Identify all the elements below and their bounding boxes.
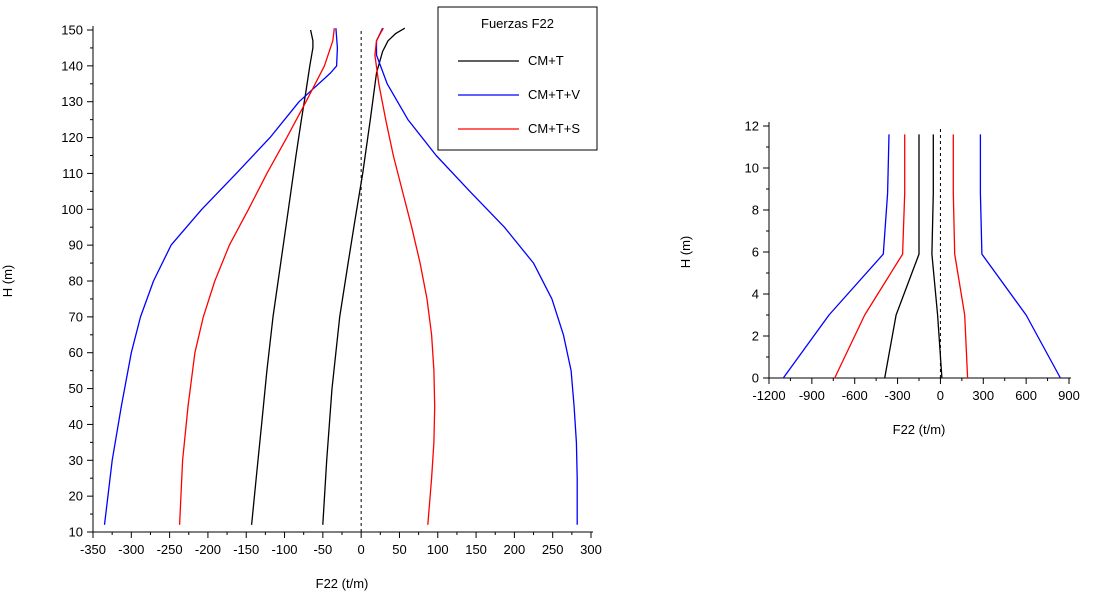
y-axis-title: H (m) — [678, 236, 693, 269]
x-tick-label: 300 — [580, 542, 602, 557]
y-tick-label: 4 — [752, 287, 759, 302]
y-tick-label: 120 — [61, 130, 83, 145]
x-tick-label: 200 — [504, 542, 526, 557]
series-line-cm-t — [322, 27, 406, 525]
series-line-cm-t — [250, 29, 314, 525]
x-tick-label: -200 — [195, 542, 221, 557]
y-tick-label: 130 — [61, 94, 83, 109]
y-tick-label: 12 — [745, 119, 759, 134]
x-axis-title: F22 (t/m) — [893, 422, 946, 437]
x-tick-label: 300 — [972, 388, 994, 403]
y-tick-label: 60 — [69, 345, 83, 360]
x-tick-label: 600 — [1015, 388, 1037, 403]
x-axis-title: F22 (t/m) — [316, 576, 369, 591]
series-line — [782, 134, 890, 379]
x-tick-label: 0 — [937, 388, 944, 403]
x-tick-label: -300 — [885, 388, 911, 403]
legend-label-cm-t-v: CM+T+V — [528, 87, 580, 102]
y-tick-label: 90 — [69, 238, 83, 253]
legend-label-cm-t: CM+T — [528, 53, 564, 68]
x-tick-label: -900 — [799, 388, 825, 403]
x-tick-label: -1200 — [752, 388, 785, 403]
x-tick-label: -50 — [313, 542, 332, 557]
y-tick-label: 10 — [69, 525, 83, 540]
legend: Fuerzas F22 CM+T CM+T+V CM+T+S — [437, 6, 598, 151]
legend-label-cm-t-s: CM+T+S — [528, 121, 580, 136]
series-line — [931, 134, 943, 379]
x-tick-label: 100 — [427, 542, 449, 557]
y-tick-label: 2 — [752, 329, 759, 344]
y-tick-label: 6 — [752, 245, 759, 260]
series-line-cm-t-v — [375, 27, 578, 525]
y-tick-label: 0 — [752, 371, 759, 386]
x-tick-label: -600 — [842, 388, 868, 403]
x-tick-label: -100 — [272, 542, 298, 557]
y-tick-label: 110 — [62, 166, 83, 181]
x-tick-label: -250 — [157, 542, 183, 557]
y-tick-label: 30 — [69, 453, 83, 468]
chart-forces-vs-height-main: 10 20 30 40 50 60 70 80 90 100 110 120 130 140 150 -350… — [0, 23, 602, 592]
series-line — [884, 134, 920, 379]
chart-forces-vs-height-inset: 0 2 4 6 8 10 12 -1200 -900 -600 -300 0 300 600 900 F22 … — [678, 119, 1080, 438]
x-tick-label: 50 — [392, 542, 406, 557]
series-line-cm-t-s — [178, 28, 335, 525]
series-line — [952, 134, 969, 379]
y-tick-label: 10 — [745, 161, 759, 176]
x-tick-label: -350 — [80, 542, 106, 557]
y-tick-label: 40 — [69, 417, 83, 432]
x-tick-label: 250 — [542, 542, 564, 557]
y-tick-label: 80 — [69, 274, 83, 289]
y-axis-title: H (m) — [0, 265, 15, 298]
legend-title: Fuerzas F22 — [481, 16, 554, 31]
y-tick-label: 140 — [61, 58, 83, 73]
legend-box — [437, 6, 598, 151]
y-tick-label: 70 — [69, 309, 83, 324]
x-tick-label: 900 — [1058, 388, 1080, 403]
series-line-cm-t-s — [374, 27, 436, 525]
y-tick-label: 8 — [752, 203, 759, 218]
y-tick-label: 100 — [61, 202, 83, 217]
series-line — [834, 134, 906, 379]
y-tick-label: 20 — [69, 489, 83, 504]
series-line — [979, 134, 1061, 379]
y-tick-label: 50 — [69, 381, 83, 396]
x-tick-label: -150 — [233, 542, 259, 557]
x-tick-label: -300 — [118, 542, 144, 557]
series-line-cm-t-v — [103, 28, 339, 525]
y-tick-label: 150 — [61, 23, 83, 38]
x-tick-label: 0 — [358, 542, 365, 557]
x-tick-label: 150 — [465, 542, 487, 557]
